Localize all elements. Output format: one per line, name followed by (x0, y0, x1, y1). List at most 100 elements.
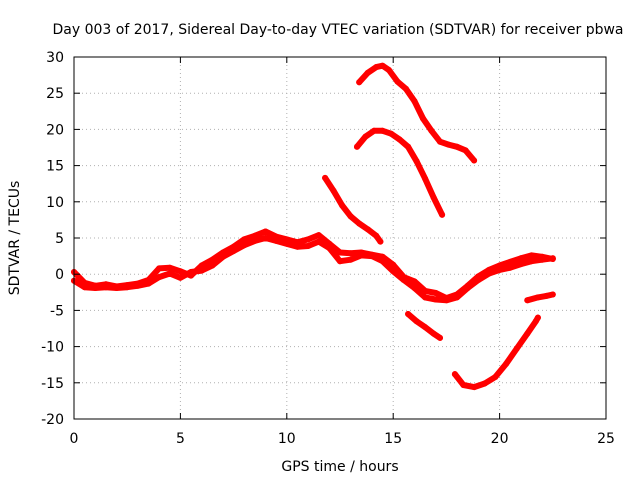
data-point (543, 292, 550, 299)
data-point (454, 143, 460, 150)
y-tick-label: 10 (46, 195, 64, 211)
data-point (432, 296, 439, 303)
y-tick-label: -5 (50, 303, 64, 319)
x-axis-label: GPS time / hours (281, 459, 398, 475)
data-point (439, 211, 446, 218)
data-point (368, 253, 375, 260)
data-point (262, 228, 269, 235)
data-point (188, 269, 194, 275)
data-point (432, 290, 439, 296)
data-point (388, 130, 395, 137)
data-point (315, 232, 322, 239)
data-point (347, 213, 354, 220)
data-point (337, 249, 343, 256)
data-point (422, 324, 429, 331)
data-point (209, 262, 216, 269)
data-point (113, 285, 120, 291)
data-point (405, 311, 412, 317)
data-point (486, 270, 492, 277)
data-point (445, 141, 452, 148)
data-point (337, 258, 343, 265)
data-point (420, 115, 426, 122)
y-axis-label: SDTVAR / TECUs (7, 181, 23, 296)
data-point (524, 330, 531, 337)
series-segment-bottom (451, 314, 541, 391)
data-point (385, 67, 392, 73)
data-point (166, 270, 173, 277)
data-point (156, 265, 163, 272)
data-point (124, 284, 131, 291)
series-segment-mid-left (322, 174, 384, 245)
data-point (198, 267, 205, 274)
data-point (413, 158, 420, 165)
data-point (411, 278, 418, 285)
data-point (364, 226, 371, 233)
data-point (379, 62, 386, 69)
data-point (405, 143, 412, 150)
data-point (305, 243, 312, 249)
x-tick-label: 15 (384, 431, 402, 447)
data-point (549, 291, 556, 298)
y-tick-label: 25 (46, 86, 64, 102)
data-point (241, 236, 248, 243)
data-point (437, 138, 443, 145)
data-point (443, 297, 450, 304)
data-point (503, 361, 509, 367)
data-point (451, 371, 458, 378)
data-point (220, 253, 226, 260)
data-point (403, 85, 409, 92)
data-point (330, 187, 337, 194)
data-point (394, 78, 401, 85)
data-point (294, 243, 301, 250)
data-point (81, 284, 88, 291)
data-point (390, 268, 397, 275)
chart-title: Day 003 of 2017, Sidereal Day-to-day VTE… (52, 22, 623, 38)
data-point (464, 285, 471, 291)
data-point (177, 274, 184, 281)
y-tick-label: -10 (41, 340, 64, 356)
data-point (481, 380, 488, 387)
series-arc-lower (354, 127, 446, 218)
x-tick-label: 5 (176, 431, 185, 447)
data-point (251, 232, 258, 239)
data-point (379, 258, 386, 265)
y-tick-label: 30 (46, 50, 64, 66)
data-point (471, 157, 478, 164)
tick-layer: 0 5 10 15 20 25 -20 -15 -10 -5 0 5 10 15 20 25 30 (41, 50, 615, 447)
data-point (524, 297, 531, 304)
data-point (283, 240, 290, 247)
y-tick-label: 15 (46, 159, 64, 175)
data-point (517, 255, 524, 262)
data-point (273, 237, 280, 244)
data-point (354, 143, 360, 150)
data-point (492, 374, 499, 380)
data-point (102, 284, 109, 291)
data-point (400, 277, 407, 283)
data-point (430, 194, 437, 201)
data-point (507, 264, 514, 271)
data-point (411, 98, 418, 105)
data-point (134, 282, 141, 289)
data-point (241, 242, 248, 249)
data-point (460, 382, 467, 388)
data-point (177, 268, 184, 275)
data-point (413, 318, 420, 325)
x-tick-label: 20 (491, 431, 509, 447)
data-point (475, 277, 482, 283)
data-point (364, 69, 371, 76)
data-point (145, 280, 152, 287)
data-point (396, 136, 403, 143)
y-tick-label: 5 (55, 231, 64, 247)
data-point (422, 294, 429, 301)
series-layer (71, 62, 556, 391)
data-point (347, 250, 354, 257)
data-point (430, 330, 437, 337)
data-point (496, 266, 503, 273)
data-point (528, 252, 535, 259)
data-point (166, 264, 173, 271)
series-segment-right-tail (524, 291, 556, 304)
data-point (362, 133, 369, 140)
data-point (358, 252, 365, 259)
data-point (454, 294, 460, 301)
data-point (251, 237, 258, 244)
